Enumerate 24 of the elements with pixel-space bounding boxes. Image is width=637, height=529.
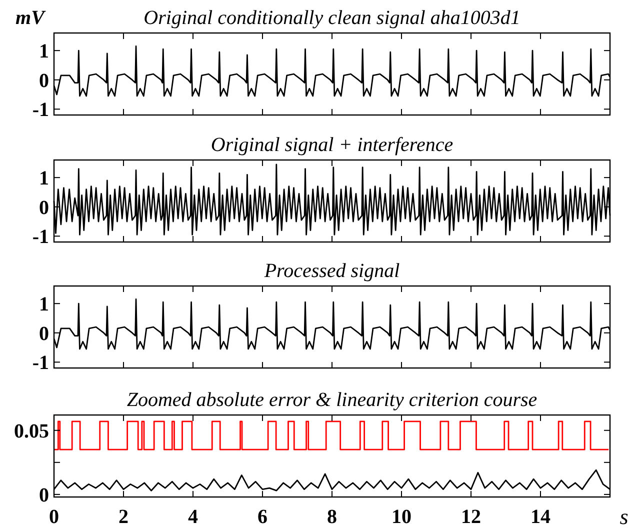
y-tick-label: -1: [32, 352, 49, 374]
chart-title: Original conditionally clean signal aha1003d1: [144, 7, 520, 29]
x-tick-label: 8: [327, 506, 337, 528]
x-tick-label: 4: [188, 506, 198, 528]
x-tick-label: 10: [392, 506, 412, 528]
y-tick-label: 1: [39, 168, 49, 190]
x-tick-label: 12: [461, 506, 481, 528]
x-axis-title: s: [620, 504, 628, 529]
y-axis-title: mV: [16, 7, 46, 29]
x-tick-label: 6: [258, 506, 268, 528]
x-tick-label: 2: [118, 506, 128, 528]
y-tick-label: 0: [39, 322, 49, 345]
chart-title: Processed signal: [263, 260, 400, 282]
y-tick-label: 1: [39, 40, 49, 63]
y-tick-label: 0.05: [14, 420, 49, 442]
y-tick-label: -1: [32, 226, 49, 248]
y-tick-label: 0: [39, 196, 49, 219]
chart-title: Original signal + interference: [210, 134, 454, 156]
y-tick-label: 0: [39, 484, 49, 506]
x-tick-label: 14: [530, 506, 550, 528]
y-tick-label: -1: [32, 99, 49, 122]
y-tick-label: 1: [39, 294, 49, 316]
chart-title: Zoomed absolute error & linearity criterion course: [126, 389, 538, 411]
y-tick-label: 0: [39, 70, 49, 92]
